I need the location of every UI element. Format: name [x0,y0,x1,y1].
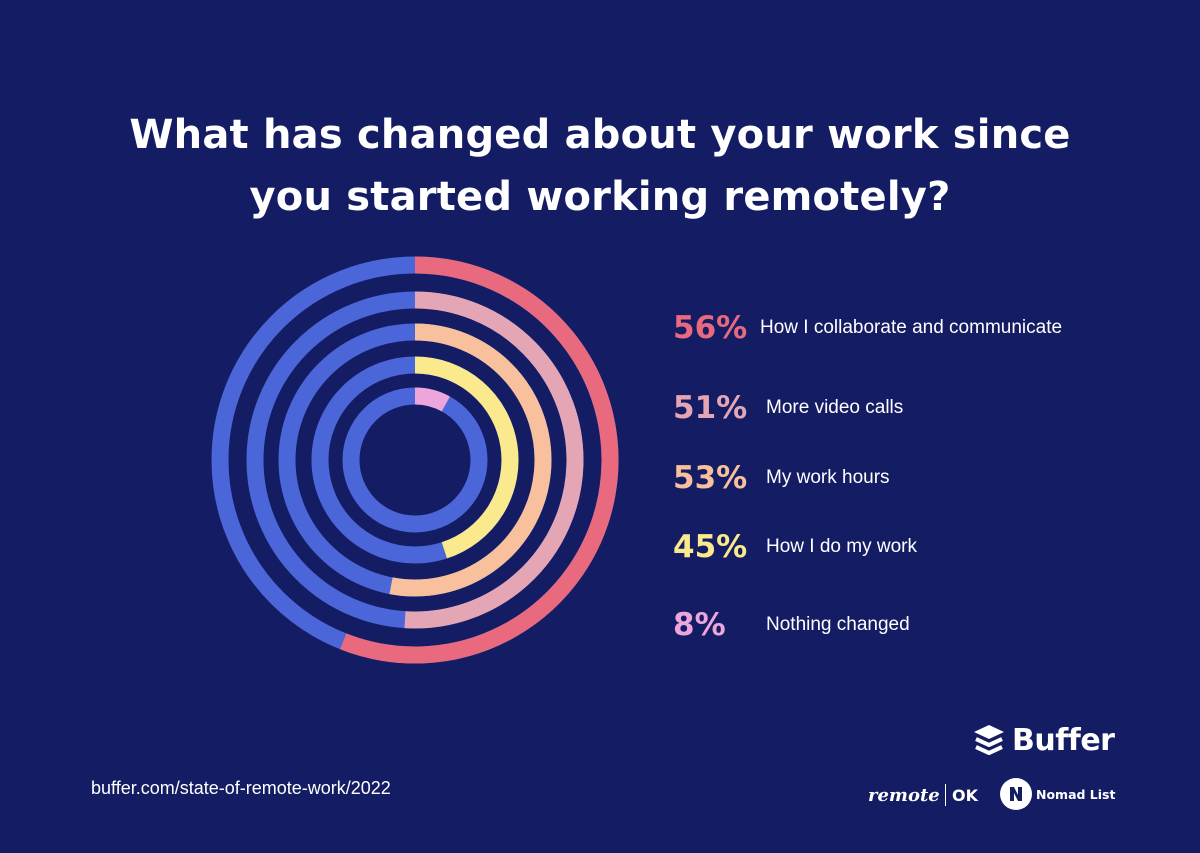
remoteok-wordmark-ok: OK [952,786,978,805]
buffer-stack-icon [974,725,1004,755]
remoteok-divider [945,784,946,806]
ring-bar-3 [389,323,552,597]
legend-value: 45% [673,529,748,565]
radial-bar-chart [211,256,619,664]
ring-bar-5 [414,387,450,412]
buffer-logo: Buffer [972,720,1115,762]
legend-label: How I do my work [766,536,917,557]
chart-title-line-1: What has changed about your work since [129,112,1071,158]
chart-title: What has changed about your work since y… [0,104,1200,228]
legend-label: My work hours [766,467,890,488]
legend-label: Nothing changed [766,614,910,635]
nomad-list-icon [1000,778,1032,810]
legend-label: How I collaborate and communicate [760,317,1063,338]
ring-track [342,387,488,533]
nomad-list-wordmark: Nomad List [1036,787,1116,802]
legend-value: 51% [673,390,748,426]
ring-bar-4 [414,356,519,559]
source-url: buffer.com/state-of-remote-work/2022 [91,778,391,798]
legend-value: 8% [673,607,726,643]
legend-value: 56% [673,310,748,346]
ring-bar-2 [404,291,584,629]
buffer-wordmark: Buffer [1012,723,1115,758]
legend-label: More video calls [766,397,904,418]
chart-title-line-2: you started working remotely? [249,174,951,220]
remoteok-wordmark-remote: remote [868,785,940,806]
ring-bar-1 [340,256,619,664]
legend-value: 53% [673,460,748,496]
